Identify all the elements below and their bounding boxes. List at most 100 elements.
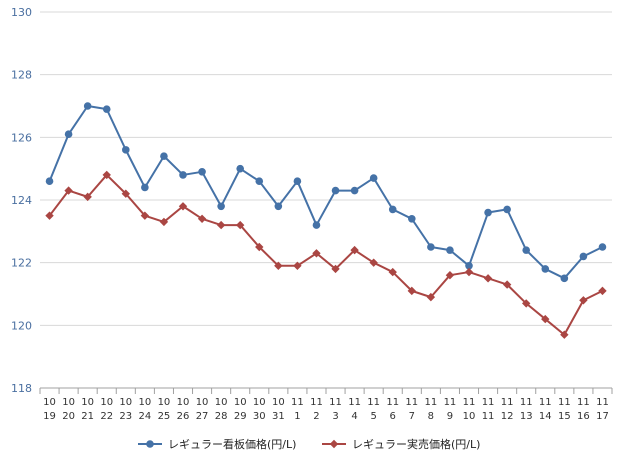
data-point [465, 262, 473, 270]
legend-marker-diamond [329, 439, 339, 449]
data-point [83, 102, 92, 110]
data-point [484, 208, 492, 217]
x-tick-label-day: 17 [596, 411, 609, 422]
x-tick-label-day: 12 [501, 411, 514, 422]
data-point [541, 314, 550, 324]
y-tick-label: 126 [11, 131, 32, 144]
data-point [312, 249, 321, 258]
x-tick-label-day: 8 [428, 411, 434, 422]
x-tick-label-month: 11 [463, 397, 476, 408]
x-tick-label-day: 26 [177, 411, 190, 422]
y-tick-label: 122 [11, 257, 32, 270]
y-tick-label: 130 [11, 6, 32, 19]
data-point [236, 164, 244, 173]
legend-label-2: レギュラー実売価格(円/L) [352, 437, 480, 451]
data-point [216, 220, 226, 230]
x-tick-label-month: 11 [405, 397, 418, 408]
series-line-2 [48, 173, 603, 336]
x-tick-label-day: 24 [138, 411, 151, 422]
x-tick-label-day: 25 [158, 411, 171, 422]
x-tick-label-month: 11 [501, 397, 514, 408]
data-point [408, 215, 416, 223]
x-tick-label-month: 10 [158, 397, 171, 408]
x-tick-label-day: 10 [463, 411, 476, 422]
x-tick-label-month: 11 [310, 397, 323, 408]
x-tick-label-day: 27 [196, 411, 209, 422]
x-tick-label-day: 11 [482, 411, 495, 422]
data-point [560, 330, 569, 339]
x-tick-label-month: 10 [81, 397, 94, 408]
data-point [197, 214, 207, 223]
gridlines [40, 11, 612, 389]
x-tick-label-month: 11 [386, 397, 399, 408]
x-tick-label-day: 5 [370, 411, 376, 422]
x-tick-label-day: 16 [577, 411, 590, 422]
x-tick-label-month: 11 [444, 397, 457, 408]
x-tick-label-day: 13 [520, 411, 533, 422]
x-tick-label-day: 28 [215, 411, 228, 422]
x-tick-label-month: 10 [253, 397, 266, 408]
data-point [369, 258, 378, 267]
x-tick-label-day: 31 [272, 411, 285, 422]
data-point [407, 286, 416, 296]
x-tick-label-day: 2 [313, 411, 319, 422]
data-point [579, 296, 588, 305]
data-point [159, 217, 169, 227]
data-point [350, 245, 359, 255]
data-point [160, 152, 168, 160]
data-point [598, 243, 607, 251]
data-point [483, 274, 493, 283]
legend-marker-circle [146, 440, 154, 448]
data-point [503, 205, 511, 214]
x-tick-label-day: 4 [351, 411, 357, 422]
data-point [178, 202, 188, 211]
y-tick-label: 118 [11, 382, 32, 395]
x-tick-label-month: 11 [577, 397, 590, 408]
x-tick-label-day: 6 [390, 411, 396, 422]
data-point [102, 170, 111, 180]
x-tick-label-day: 3 [332, 411, 338, 422]
data-point [293, 177, 302, 185]
x-tick-label-day: 19 [43, 411, 56, 422]
y-tick-label: 120 [11, 319, 32, 332]
data-point [502, 280, 512, 289]
x-tick-label-month: 11 [367, 397, 380, 408]
data-point [122, 146, 130, 154]
legend-label-1: レギュラー看板価格(円/L) [168, 437, 296, 451]
data-point [331, 186, 340, 195]
x-tick-label-month: 10 [62, 397, 75, 408]
x-tick-label-day: 1 [294, 411, 300, 422]
data-point [236, 220, 245, 230]
data-point [45, 211, 54, 220]
x-tick-label-day: 14 [539, 411, 552, 422]
y-tick-label: 124 [11, 194, 32, 207]
x-tick-label-day: 20 [62, 411, 75, 422]
data-point [598, 286, 607, 296]
data-point [427, 243, 435, 251]
series-layer [45, 102, 607, 339]
x-tick-label-month: 10 [177, 397, 190, 408]
data-point [140, 211, 150, 220]
data-point [83, 192, 92, 202]
data-point [445, 271, 455, 280]
x-tick-label-month: 10 [100, 397, 113, 408]
data-point [388, 267, 397, 277]
x-tick-label-month: 11 [291, 397, 304, 408]
x-tick-label-month: 10 [196, 397, 209, 408]
data-point [255, 242, 264, 252]
y-tick-label: 128 [11, 69, 32, 82]
data-point [331, 264, 340, 274]
legend: レギュラー看板価格(円/L) レギュラー実売価格(円/L) [138, 437, 480, 451]
data-point [102, 105, 111, 113]
x-tick-label-day: 15 [558, 411, 571, 422]
x-tick-label-day: 22 [100, 411, 113, 422]
data-point [369, 174, 378, 182]
data-point [541, 265, 550, 273]
x-tick-label-day: 23 [119, 411, 132, 422]
data-point [350, 186, 359, 195]
x-tick-label-day: 21 [81, 411, 94, 422]
data-point [179, 171, 187, 179]
x-tick-label-month: 11 [348, 397, 361, 408]
y-axis: 118 120 122 124 126 128 130 [11, 6, 32, 395]
x-tick-label-month: 10 [272, 397, 285, 408]
